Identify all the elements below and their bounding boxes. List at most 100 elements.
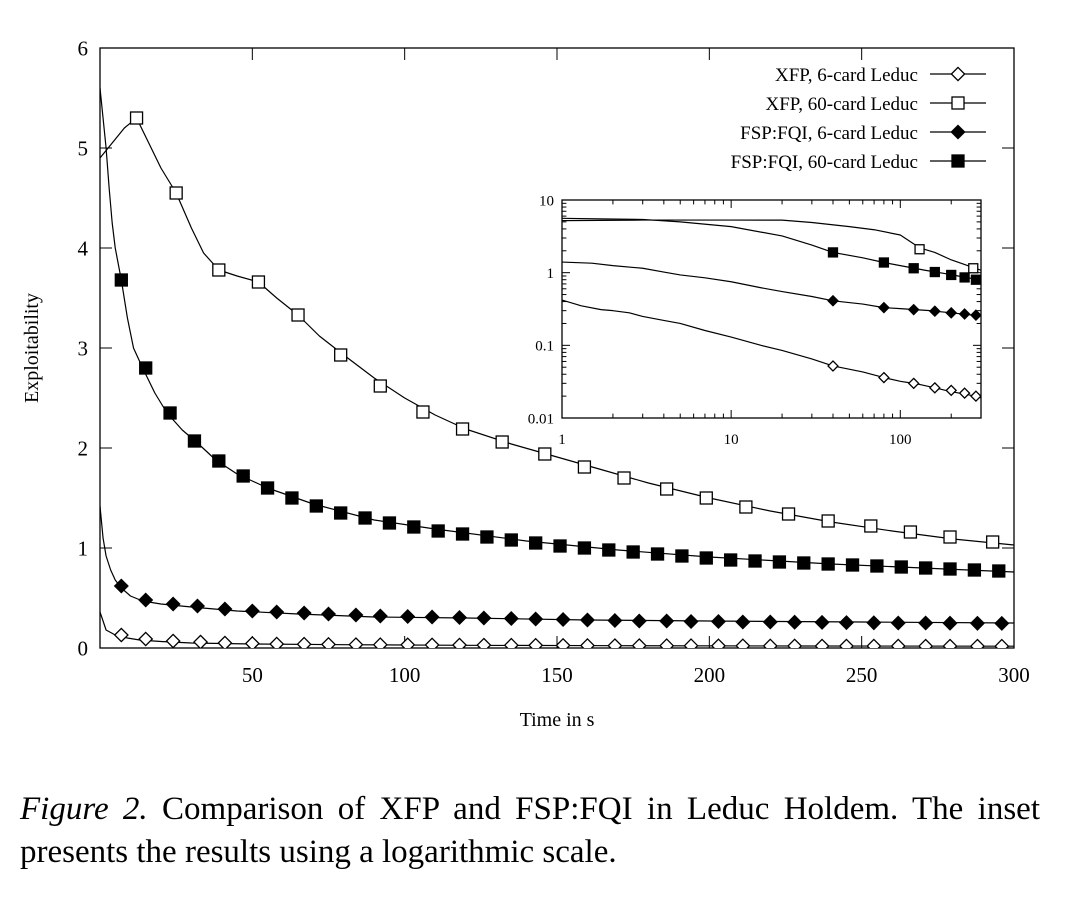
main-data-point-fsp-fqi-6-card-leduc xyxy=(787,614,803,630)
main-data-point-fsp-fqi-6-card-leduc xyxy=(296,605,312,621)
main-data-point-fsp-fqi-60-card-leduc xyxy=(992,564,1006,578)
main-data-point-fsp-fqi-60-card-leduc xyxy=(212,454,226,468)
inset-data-point-xfp-6-card-leduc xyxy=(958,387,971,399)
main-data-point-fsp-fqi-60-card-leduc xyxy=(334,506,348,520)
figure-caption: Figure 2. Comparison of XFP and FSP:FQI … xyxy=(20,788,1040,874)
main-data-point-xfp-60-card-leduc xyxy=(577,460,592,474)
main-data-point-fsp-fqi-60-card-leduc xyxy=(748,554,762,568)
inset-x-tick-label: 100 xyxy=(889,432,912,448)
inset-data-point-xfp-60-card-leduc xyxy=(914,244,925,255)
main-data-point-fsp-fqi-6-card-leduc xyxy=(607,612,623,629)
main-x-tick-label: 200 xyxy=(694,663,726,687)
main-series-fsp-fqi-60-card-leduc xyxy=(100,87,1014,578)
inset-data-point-fsp-fqi-60-card-leduc xyxy=(970,274,981,285)
main-data-point-xfp-6-card-leduc xyxy=(994,638,1010,648)
main-data-point-xfp-60-card-leduc xyxy=(660,482,674,496)
main-data-point-fsp-fqi-60-card-leduc xyxy=(358,511,372,525)
main-data-point-xfp-6-card-leduc xyxy=(138,631,154,647)
inset-data-point-fsp-fqi-60-card-leduc xyxy=(959,272,970,283)
main-data-point-xfp-6-card-leduc xyxy=(165,633,181,648)
inset-data-point-xfp-60-card-leduc xyxy=(968,263,979,274)
main-data-point-fsp-fqi-60-card-leduc xyxy=(602,543,616,557)
inset-data-point-xfp-6-card-leduc xyxy=(907,377,920,390)
main-data-point-fsp-fqi-60-card-leduc xyxy=(577,541,592,555)
main-data-point-fsp-fqi-60-card-leduc xyxy=(699,551,713,565)
inset-x-tick-label: 1 xyxy=(558,432,566,448)
main-data-point-xfp-6-card-leduc xyxy=(400,637,416,648)
main-data-point-fsp-fqi-60-card-leduc xyxy=(967,563,982,577)
main-y-tick-label: 2 xyxy=(78,436,89,460)
main-x-tick-label: 100 xyxy=(389,663,421,687)
figure-plot: 50 100 150 200 250 300 0 1 2 3 4 5 6 Time in s Exploit… xyxy=(21,36,1030,731)
main-data-point-fsp-fqi-6-card-leduc xyxy=(372,608,388,624)
main-data-point-xfp-6-card-leduc xyxy=(918,638,934,648)
main-data-point-fsp-fqi-6-card-leduc xyxy=(528,611,544,627)
main-data-point-fsp-fqi-6-card-leduc xyxy=(918,615,934,631)
main-data-point-fsp-fqi-6-card-leduc xyxy=(451,609,468,626)
legend-marker xyxy=(951,154,965,168)
main-data-point-fsp-fqi-6-card-leduc xyxy=(890,615,906,631)
legend-label: XFP, 6-card Leduc xyxy=(775,65,918,86)
main-data-point-fsp-fqi-60-card-leduc xyxy=(480,530,494,544)
main-data-point-fsp-fqi-6-card-leduc xyxy=(217,601,233,617)
legend-label: XFP, 60-card Leduc xyxy=(766,94,919,115)
main-y-tick-label: 0 xyxy=(78,636,89,660)
main-x-tick-label: 250 xyxy=(846,663,878,687)
main-data-point-fsp-fqi-6-card-leduc xyxy=(503,610,519,627)
inset-y-tick-label: 0.1 xyxy=(535,339,554,355)
main-data-point-fsp-fqi-60-card-leduc xyxy=(504,533,518,547)
inset-data-point-fsp-fqi-60-card-leduc xyxy=(946,269,957,281)
main-data-point-xfp-6-card-leduc xyxy=(579,637,595,648)
main-data-point-xfp-60-card-leduc xyxy=(334,348,348,362)
main-data-point-xfp-60-card-leduc xyxy=(821,514,835,528)
main-data-point-fsp-fqi-6-card-leduc xyxy=(683,613,699,630)
inset-series-xfp-6-card-leduc xyxy=(562,299,981,402)
main-data-point-fsp-fqi-6-card-leduc xyxy=(838,615,854,631)
main-data-point-fsp-fqi-6-card-leduc xyxy=(659,613,675,629)
main-y-tick-label: 3 xyxy=(78,336,89,360)
main-y-axis-title: Exploitability xyxy=(21,293,43,403)
main-data-point-fsp-fqi-60-card-leduc xyxy=(918,561,933,575)
main-data-point-fsp-fqi-6-card-leduc xyxy=(762,614,778,630)
main-data-point-fsp-fqi-60-card-leduc xyxy=(260,481,275,495)
main-y-tick-label: 5 xyxy=(78,136,89,160)
legend-item-xfp-6-card-leduc: XFP, 6-card Leduc xyxy=(775,65,986,86)
main-data-point-xfp-6-card-leduc xyxy=(320,636,337,648)
main-data-point-fsp-fqi-6-card-leduc xyxy=(631,613,647,629)
main-data-point-xfp-60-card-leduc xyxy=(538,447,552,461)
main-data-point-xfp-6-card-leduc xyxy=(451,637,468,648)
main-series-fsp-fqi-6-card-leduc xyxy=(100,505,1014,631)
main-data-point-xfp-6-card-leduc xyxy=(631,638,647,648)
main-data-area xyxy=(100,87,1014,648)
main-data-point-xfp-6-card-leduc xyxy=(814,638,830,648)
inset-y-tick-label: 1 xyxy=(547,266,555,282)
main-data-point-xfp-60-card-leduc xyxy=(455,422,470,436)
main-data-point-fsp-fqi-60-card-leduc xyxy=(821,557,835,571)
main-data-point-xfp-60-card-leduc xyxy=(416,405,430,419)
main-data-point-fsp-fqi-6-card-leduc xyxy=(579,612,595,628)
main-data-point-fsp-fqi-6-card-leduc xyxy=(269,604,285,620)
main-data-point-fsp-fqi-6-card-leduc xyxy=(320,606,337,622)
main-data-point-xfp-6-card-leduc xyxy=(607,638,623,648)
main-data-point-xfp-6-card-leduc xyxy=(969,638,985,648)
main-data-point-fsp-fqi-60-card-leduc xyxy=(870,559,884,573)
main-data-point-fsp-fqi-60-card-leduc xyxy=(114,273,128,287)
legend: XFP, 6-card Leduc XFP, 60-card Leduc FSP:F… xyxy=(731,65,986,173)
caption-text: Comparison of XFP and FSP:FQI in Leduc H… xyxy=(20,791,1040,870)
main-series-xfp-60-card-leduc xyxy=(100,111,1014,549)
main-data-point-xfp-6-card-leduc xyxy=(890,638,906,648)
main-data-point-fsp-fqi-60-card-leduc xyxy=(285,491,299,505)
main-y-tick-label: 4 xyxy=(78,236,89,260)
inset-series-fsp-fqi-60-card-leduc xyxy=(562,217,981,285)
main-data-point-xfp-6-card-leduc xyxy=(372,637,388,648)
main-data-point-xfp-60-card-leduc xyxy=(903,525,918,539)
main-series-line-xfp-60-card-leduc xyxy=(100,117,1014,546)
main-data-point-xfp-6-card-leduc xyxy=(735,638,751,648)
legend-label: FSP:FQI, 60-card Leduc xyxy=(731,152,918,173)
legend-marker xyxy=(951,96,965,110)
inset-data-point-fsp-fqi-6-card-leduc xyxy=(945,306,958,319)
main-data-point-fsp-fqi-60-card-leduc xyxy=(455,527,470,541)
inset-data-point-fsp-fqi-60-card-leduc xyxy=(878,257,890,268)
main-data-point-xfp-6-card-leduc xyxy=(269,636,285,648)
main-data-point-fsp-fqi-60-card-leduc xyxy=(139,361,153,375)
